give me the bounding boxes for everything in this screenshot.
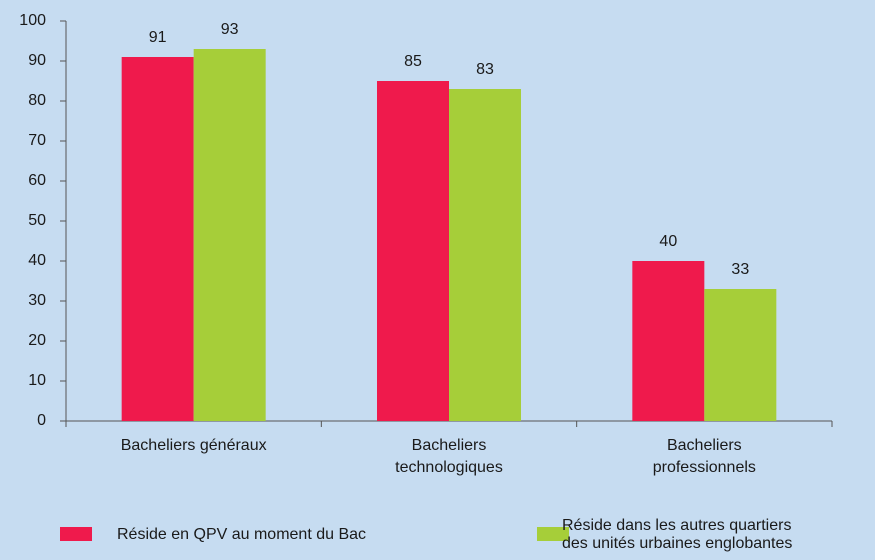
y-tick-label: 90 — [28, 52, 46, 69]
y-tick-label: 70 — [28, 132, 46, 149]
legend-label: Réside en QPV au moment du Bac — [117, 526, 366, 543]
bar — [632, 261, 705, 421]
bar — [449, 89, 521, 421]
y-tick-label: 10 — [28, 372, 46, 389]
x-tick-label: Bacheliers technologiques — [395, 437, 503, 476]
value-label: 85 — [404, 53, 422, 70]
y-tick-label: 40 — [28, 252, 46, 269]
y-tick-label: 30 — [28, 292, 46, 309]
legend-swatch — [537, 527, 569, 541]
x-tick-label: Bacheliers généraux — [121, 437, 267, 454]
legend-swatch — [60, 527, 92, 541]
bar — [704, 289, 777, 421]
value-label: 93 — [221, 21, 239, 38]
legend-label: Réside dans les autres quartiers des unit… — [562, 517, 792, 552]
y-tick-label: 0 — [37, 412, 46, 429]
y-tick-label: 20 — [28, 332, 46, 349]
x-tick-label: Bacheliers professionnels — [653, 437, 756, 476]
bar — [193, 49, 266, 421]
value-label: 83 — [476, 61, 494, 78]
value-label: 40 — [659, 233, 677, 250]
y-tick-label: 50 — [28, 212, 46, 229]
y-tick-label: 80 — [28, 92, 46, 109]
bar — [377, 81, 449, 421]
value-label: 33 — [731, 261, 749, 278]
y-tick-label: 100 — [19, 12, 46, 29]
bar — [121, 57, 194, 421]
value-label: 91 — [149, 29, 167, 46]
y-tick-label: 60 — [28, 172, 46, 189]
